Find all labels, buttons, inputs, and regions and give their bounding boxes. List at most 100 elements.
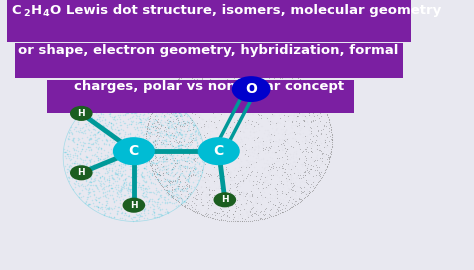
Point [97, 178, 105, 183]
Point [271, 66, 278, 70]
Point [182, 185, 189, 190]
Point [121, 177, 128, 181]
Point [111, 170, 119, 174]
Point [118, 162, 125, 167]
Point [113, 189, 121, 194]
Point [213, 109, 221, 114]
Point [300, 169, 308, 174]
Point [171, 178, 179, 183]
Point [148, 131, 155, 136]
Point [149, 167, 157, 171]
Point [183, 156, 191, 160]
Point [304, 172, 311, 176]
Point [280, 87, 288, 92]
Point [133, 164, 141, 169]
Point [176, 125, 183, 130]
Point [260, 190, 268, 194]
Point [168, 167, 175, 171]
Point [90, 132, 97, 137]
Point [260, 213, 268, 217]
Point [200, 126, 207, 130]
Point [283, 204, 291, 208]
Point [294, 173, 301, 177]
Point [185, 165, 193, 170]
Point [100, 157, 108, 161]
Point [182, 200, 190, 204]
Point [176, 130, 184, 134]
Point [237, 190, 244, 194]
Point [246, 64, 254, 68]
Point [159, 170, 167, 175]
Point [109, 117, 117, 121]
Point [298, 109, 305, 114]
Point [163, 159, 170, 164]
Point [281, 203, 289, 207]
Point [307, 86, 314, 91]
Point [173, 197, 180, 201]
Point [129, 101, 137, 105]
Point [70, 127, 77, 131]
Point [300, 105, 307, 109]
Point [235, 145, 242, 150]
Point [160, 158, 167, 163]
Point [239, 190, 247, 195]
Point [143, 178, 150, 183]
Text: C: C [214, 144, 224, 158]
Point [237, 137, 245, 141]
Point [125, 122, 133, 126]
Point [200, 175, 208, 179]
Point [265, 145, 273, 149]
Point [229, 219, 237, 223]
Point [310, 159, 318, 163]
Point [228, 176, 235, 180]
Point [106, 214, 113, 218]
Point [148, 212, 155, 216]
Point [198, 156, 205, 160]
Point [272, 151, 279, 155]
Point [191, 78, 199, 82]
Point [285, 76, 292, 80]
Point [118, 211, 125, 215]
Point [165, 85, 173, 89]
Point [183, 184, 191, 189]
Point [232, 144, 240, 149]
Point [137, 122, 145, 126]
Point [178, 197, 186, 201]
Point [214, 61, 222, 66]
Point [259, 181, 267, 185]
Point [192, 70, 200, 74]
Point [154, 104, 162, 109]
Point [275, 83, 283, 87]
Point [94, 185, 101, 190]
Point [121, 217, 129, 221]
Point [289, 197, 296, 201]
Point [185, 201, 192, 206]
Point [193, 66, 201, 70]
Point [286, 187, 294, 191]
Point [88, 187, 95, 191]
Point [80, 160, 87, 164]
Point [215, 196, 222, 200]
Point [293, 184, 301, 188]
Point [283, 192, 291, 196]
Point [251, 196, 259, 201]
Point [269, 173, 277, 177]
Point [145, 158, 153, 162]
Point [289, 185, 296, 189]
Point [254, 153, 261, 157]
Point [136, 147, 144, 151]
Point [137, 187, 145, 191]
Point [76, 172, 84, 176]
Point [122, 181, 130, 186]
Point [202, 103, 210, 107]
Point [261, 165, 269, 169]
Point [106, 120, 113, 124]
Point [256, 211, 264, 216]
Point [126, 116, 134, 121]
Point [93, 137, 101, 141]
Point [170, 167, 177, 171]
Point [250, 218, 258, 222]
Point [260, 161, 268, 165]
Point [102, 203, 110, 207]
Point [133, 205, 140, 210]
